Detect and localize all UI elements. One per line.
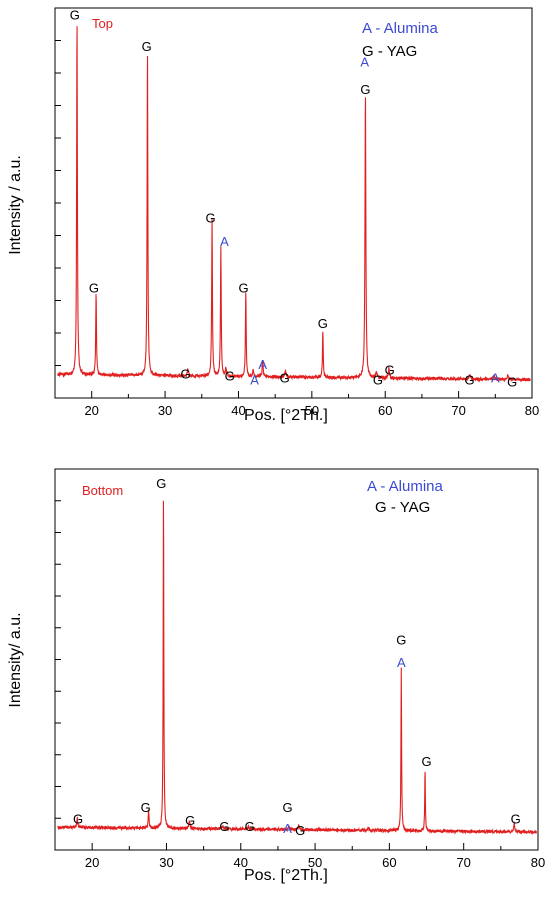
peak-label-alumina: A	[397, 655, 406, 670]
x-axis-title: Pos. [°2Th.]	[244, 407, 328, 424]
legend-entry-alumina: A - Alumina	[362, 20, 439, 37]
x-tick-label: 80	[525, 403, 539, 418]
legend-entry-yag: G - YAG	[375, 499, 430, 516]
xrd-series-line	[57, 26, 531, 383]
x-tick-label: 40	[234, 855, 248, 870]
y-axis-title: Intensity/ a.u.	[7, 612, 24, 707]
peak-label-yag: G	[142, 39, 152, 54]
peak-label-yag: G	[89, 281, 99, 296]
peak-label-yag: G	[141, 800, 151, 815]
x-tick-label: 30	[158, 403, 172, 418]
peak-label-yag: G	[295, 823, 305, 838]
peak-label-yag: G	[465, 372, 475, 387]
peak-label-yag: G	[206, 211, 216, 226]
peak-label-yag: G	[507, 374, 517, 389]
peak-label-yag: G	[283, 800, 293, 815]
x-tick-label: 50	[308, 855, 322, 870]
x-tick-label: 80	[531, 855, 545, 870]
x-tick-label: 70	[451, 403, 465, 418]
x-tick-label: 60	[378, 403, 392, 418]
legend-entry-yag: G - YAG	[362, 43, 417, 60]
xrd-series-line	[57, 500, 537, 835]
plot-frame	[54, 468, 539, 851]
x-tick-label: 30	[159, 855, 173, 870]
peak-label-yag: G	[225, 368, 235, 383]
peak-label-yag: G	[360, 82, 370, 97]
peak-label-yag: G	[245, 819, 255, 834]
x-axis-title: Pos. [°2Th.]	[244, 867, 328, 884]
peak-label-yag: G	[396, 632, 406, 647]
x-tick-label: 50	[305, 403, 319, 418]
legend-entry-alumina: A - Alumina	[367, 478, 444, 495]
peak-label-yag: G	[511, 811, 521, 826]
peak-label-yag: G	[421, 754, 431, 769]
peak-label-yag: G	[73, 811, 83, 826]
peak-label-alumina: A	[220, 234, 229, 249]
peak-label-alumina: A	[258, 357, 267, 372]
y-axis-title: Intensity / a.u.	[7, 155, 24, 255]
peak-label-yag: G	[385, 363, 395, 378]
peak-label-yag: G	[239, 281, 249, 296]
peak-label-alumina: A	[283, 821, 292, 836]
peak-label-yag: G	[156, 476, 166, 491]
peak-label-alumina: A	[491, 370, 500, 385]
peak-label-yag: G	[280, 370, 290, 385]
top-xrd-chart: 20 30 40 50 60 70 80 Pos. [°2Th.] Intensity / a.…	[7, 7, 539, 424]
plot-frame	[54, 7, 533, 399]
peak-label-yag: G	[318, 316, 328, 331]
bottom-xrd-chart: 20 30 40 50 60 70 80 Pos. [°2Th.] Intensity/ a.u…	[7, 468, 545, 884]
peak-label-yag: G	[70, 8, 80, 23]
panel-label: Bottom	[82, 483, 123, 498]
x-tick-label: 70	[456, 855, 470, 870]
peak-label-alumina: A	[250, 372, 259, 387]
x-tick-label: 60	[382, 855, 396, 870]
peak-label-yag: G	[373, 372, 383, 387]
x-tick-label: 20	[84, 403, 98, 418]
panel-label: Top	[92, 16, 113, 31]
peak-label-yag: G	[185, 813, 195, 828]
x-tick-label: 40	[231, 403, 245, 418]
x-tick-label: 20	[85, 855, 99, 870]
peak-label-yag: G	[219, 819, 229, 834]
peak-label-alumina: A	[360, 55, 369, 70]
peak-label-yag: G	[181, 367, 191, 382]
